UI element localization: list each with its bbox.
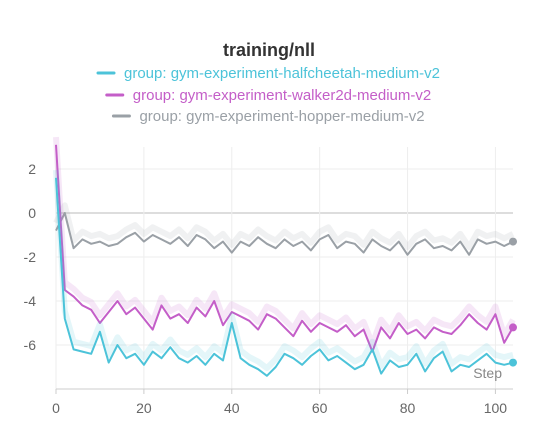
x-tick-label-1: 20 xyxy=(136,400,152,416)
series-band-0 xyxy=(53,169,514,372)
series-group-0 xyxy=(53,169,517,377)
legend-label-2: group: gym-experiment-hopper-medium-v2 xyxy=(139,108,424,125)
y-tick-label-0: 2 xyxy=(28,161,36,177)
y-tick-label-2: -2 xyxy=(24,249,37,265)
x-tick-label-5: 100 xyxy=(484,400,508,416)
axes: 20-2-4-60 20 40 60 80 100 xyxy=(24,161,513,416)
legend-item-2[interactable]: group: gym-experiment-hopper-medium-v2 xyxy=(111,108,425,125)
series-end-point-0[interactable] xyxy=(509,358,517,367)
y-tick-label-3: -4 xyxy=(24,293,37,309)
series-line-2[interactable] xyxy=(55,212,514,256)
legend-item-0[interactable]: group: gym-experiment-halfcheetah-medium… xyxy=(96,65,440,82)
x-tick-label-2: 40 xyxy=(224,400,240,416)
series-line-1[interactable] xyxy=(55,144,514,353)
series-layer xyxy=(53,136,517,377)
x-tick-label-4: 80 xyxy=(400,400,416,416)
series-end-point-1[interactable] xyxy=(509,323,517,332)
series-band-1 xyxy=(53,136,516,347)
chart-title: training/nll xyxy=(223,40,315,60)
legend: group: gym-experiment-halfcheetah-medium… xyxy=(96,65,440,125)
x-tick-label-0: 0 xyxy=(52,400,60,416)
y-tick-label-4: -6 xyxy=(24,337,37,353)
series-line-0[interactable] xyxy=(55,177,514,377)
x-axis-label: Step xyxy=(473,365,502,381)
x-tick-label-3: 60 xyxy=(312,400,328,416)
series-group-1 xyxy=(53,136,517,353)
series-end-point-2[interactable] xyxy=(509,237,517,246)
series-group-2 xyxy=(53,202,517,256)
legend-item-1[interactable]: group: gym-experiment-walker2d-medium-v2 xyxy=(105,87,431,104)
y-tick-label-1: 0 xyxy=(28,205,36,221)
series-band-2 xyxy=(53,202,515,251)
legend-label-1: group: gym-experiment-walker2d-medium-v2 xyxy=(133,87,431,104)
legend-label-0: group: gym-experiment-halfcheetah-medium… xyxy=(124,65,440,82)
grid xyxy=(55,147,513,389)
